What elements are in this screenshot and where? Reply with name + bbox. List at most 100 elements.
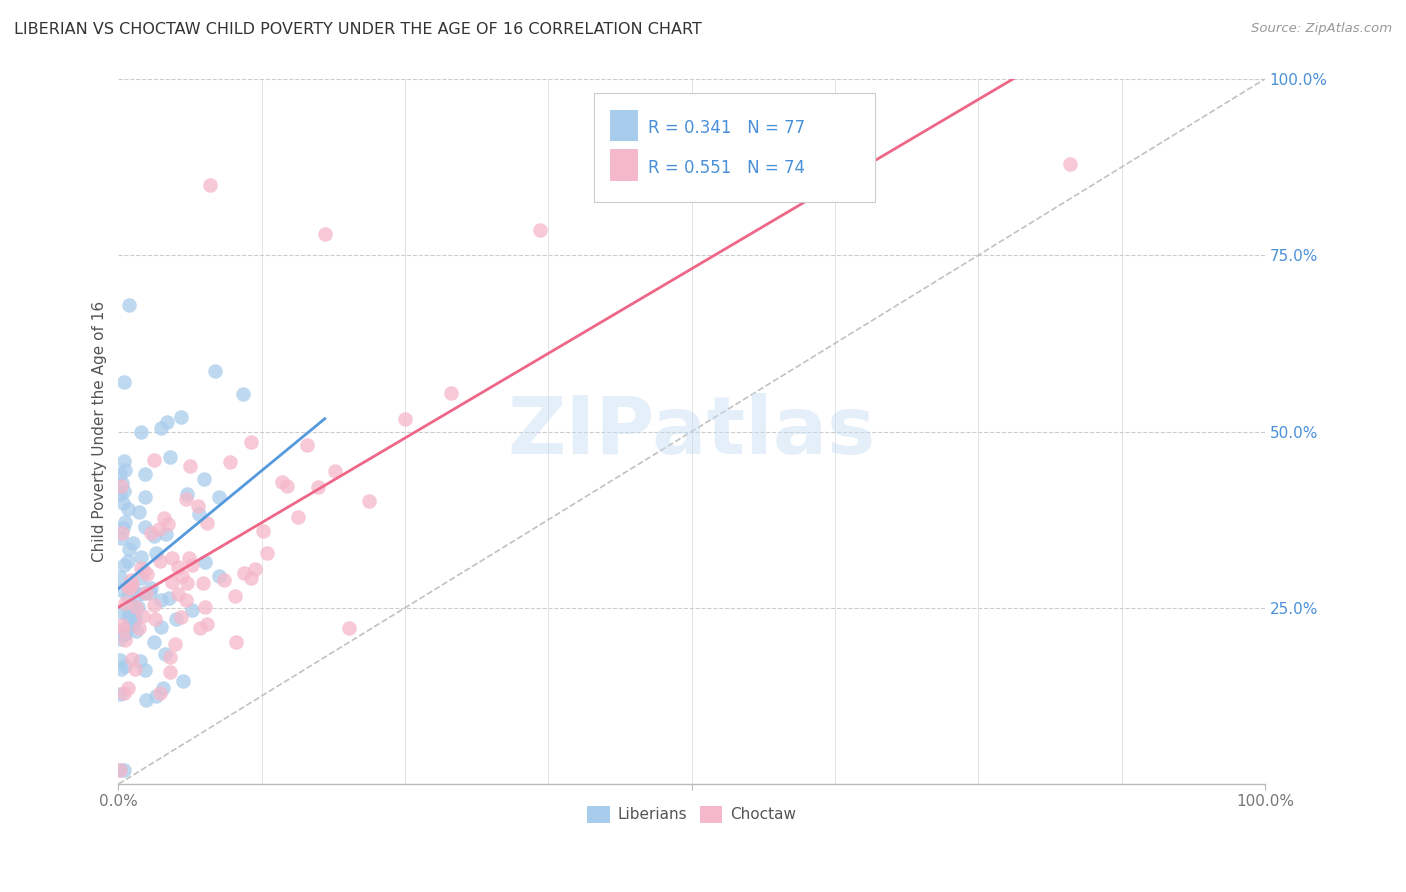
Point xyxy=(156,416,179,430)
Point xyxy=(120,573,142,587)
Point xyxy=(120,619,142,633)
Point xyxy=(131,425,153,439)
Point xyxy=(108,467,131,481)
Point xyxy=(117,554,139,568)
Point xyxy=(135,693,157,707)
Point xyxy=(170,568,193,582)
Point xyxy=(157,591,180,605)
Point xyxy=(225,635,247,649)
Point xyxy=(111,526,134,541)
Point xyxy=(176,487,198,501)
Point xyxy=(159,665,181,680)
Point xyxy=(114,463,136,477)
Point xyxy=(145,612,167,626)
Point xyxy=(108,486,131,500)
Point xyxy=(121,577,143,591)
Point xyxy=(141,582,163,596)
Point xyxy=(108,763,131,777)
Point xyxy=(134,520,156,534)
Text: R = 0.341   N = 77: R = 0.341 N = 77 xyxy=(648,120,806,137)
Point xyxy=(108,632,131,646)
Point xyxy=(142,529,165,543)
Point xyxy=(152,681,174,695)
Point xyxy=(177,550,200,565)
Point xyxy=(195,516,218,530)
Point xyxy=(1059,156,1081,170)
Point xyxy=(125,600,148,615)
Point xyxy=(121,536,143,550)
FancyBboxPatch shape xyxy=(610,150,638,180)
Point xyxy=(128,505,150,519)
Point xyxy=(142,635,165,649)
Point xyxy=(114,659,136,673)
Point xyxy=(214,573,236,587)
Point xyxy=(440,386,463,401)
Point xyxy=(110,478,132,492)
Point xyxy=(187,500,209,514)
Point xyxy=(180,603,202,617)
Point xyxy=(138,586,160,600)
Point xyxy=(136,566,159,581)
Point xyxy=(239,571,262,585)
Point xyxy=(239,435,262,450)
Point xyxy=(208,491,231,505)
Point xyxy=(108,763,131,777)
Point xyxy=(198,178,221,192)
Point xyxy=(153,647,176,661)
Point xyxy=(112,686,135,700)
Point xyxy=(187,508,209,522)
Point xyxy=(153,511,176,525)
Point xyxy=(287,509,309,524)
Point xyxy=(114,596,136,610)
Point xyxy=(129,561,152,575)
Legend: Liberians, Choctaw: Liberians, Choctaw xyxy=(581,799,803,830)
Point xyxy=(170,610,193,624)
Point xyxy=(207,569,229,583)
Point xyxy=(157,517,180,532)
Point xyxy=(142,453,165,467)
Point xyxy=(191,576,214,591)
Point xyxy=(155,526,177,541)
Point xyxy=(134,491,156,505)
Point xyxy=(117,590,139,604)
Point xyxy=(111,618,134,632)
Point xyxy=(117,580,139,594)
Point xyxy=(114,632,136,647)
Text: R = 0.551   N = 74: R = 0.551 N = 74 xyxy=(648,159,806,177)
Point xyxy=(108,687,131,701)
Point xyxy=(112,626,135,640)
Point xyxy=(179,458,201,473)
Point xyxy=(193,472,215,486)
Point xyxy=(111,475,134,490)
Point xyxy=(114,516,136,530)
Text: Source: ZipAtlas.com: Source: ZipAtlas.com xyxy=(1251,22,1392,36)
Point xyxy=(194,556,217,570)
Point xyxy=(129,550,152,565)
Point xyxy=(112,622,135,636)
Point xyxy=(170,410,193,425)
Point xyxy=(165,612,187,626)
Point xyxy=(110,662,132,676)
Point xyxy=(174,492,197,507)
Point xyxy=(128,654,150,668)
Text: ZIPatlas: ZIPatlas xyxy=(508,392,876,470)
Point xyxy=(159,450,181,465)
Point xyxy=(108,653,131,667)
Point xyxy=(149,620,172,634)
Point xyxy=(128,621,150,635)
Point xyxy=(148,522,170,536)
Point xyxy=(129,571,152,585)
Point xyxy=(166,560,188,574)
Point xyxy=(323,464,346,478)
Point xyxy=(167,586,190,600)
Point xyxy=(160,575,183,590)
Point xyxy=(145,546,167,560)
Point xyxy=(143,599,166,613)
Point xyxy=(118,582,141,596)
Point xyxy=(127,599,149,614)
Point xyxy=(110,531,132,545)
Point xyxy=(195,617,218,632)
Point xyxy=(337,621,360,635)
Point xyxy=(188,621,211,635)
Point xyxy=(134,467,156,481)
